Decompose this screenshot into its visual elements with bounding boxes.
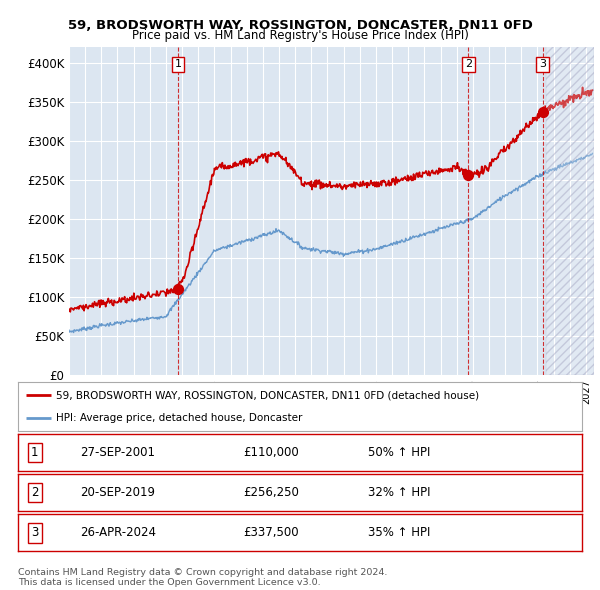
Text: 2: 2: [465, 60, 472, 70]
Text: Price paid vs. HM Land Registry's House Price Index (HPI): Price paid vs. HM Land Registry's House …: [131, 30, 469, 42]
Text: 20-SEP-2019: 20-SEP-2019: [80, 486, 155, 499]
Point: [173, 284, 182, 294]
Text: £256,250: £256,250: [244, 486, 299, 499]
Text: 35% ↑ HPI: 35% ↑ HPI: [368, 526, 430, 539]
Text: 59, BRODSWORTH WAY, ROSSINGTON, DONCASTER, DN11 0FD: 59, BRODSWORTH WAY, ROSSINGTON, DONCASTE…: [68, 19, 532, 32]
Text: 26-APR-2024: 26-APR-2024: [80, 526, 156, 539]
Text: 3: 3: [31, 526, 38, 539]
Text: £337,500: £337,500: [244, 526, 299, 539]
Text: 32% ↑ HPI: 32% ↑ HPI: [368, 486, 430, 499]
Text: HPI: Average price, detached house, Doncaster: HPI: Average price, detached house, Donc…: [56, 412, 303, 422]
Text: 3: 3: [539, 60, 546, 70]
Point: [464, 170, 473, 179]
Text: 59, BRODSWORTH WAY, ROSSINGTON, DONCASTER, DN11 0FD (detached house): 59, BRODSWORTH WAY, ROSSINGTON, DONCASTE…: [56, 391, 479, 401]
Text: 27-SEP-2001: 27-SEP-2001: [80, 446, 155, 459]
Text: Contains HM Land Registry data © Crown copyright and database right 2024.: Contains HM Land Registry data © Crown c…: [18, 568, 388, 577]
Text: This data is licensed under the Open Government Licence v3.0.: This data is licensed under the Open Gov…: [18, 578, 320, 587]
Point: [538, 107, 547, 116]
Text: 1: 1: [175, 60, 181, 70]
Text: 50% ↑ HPI: 50% ↑ HPI: [368, 446, 430, 459]
Text: £110,000: £110,000: [244, 446, 299, 459]
Text: 2: 2: [31, 486, 38, 499]
Text: 1: 1: [31, 446, 38, 459]
